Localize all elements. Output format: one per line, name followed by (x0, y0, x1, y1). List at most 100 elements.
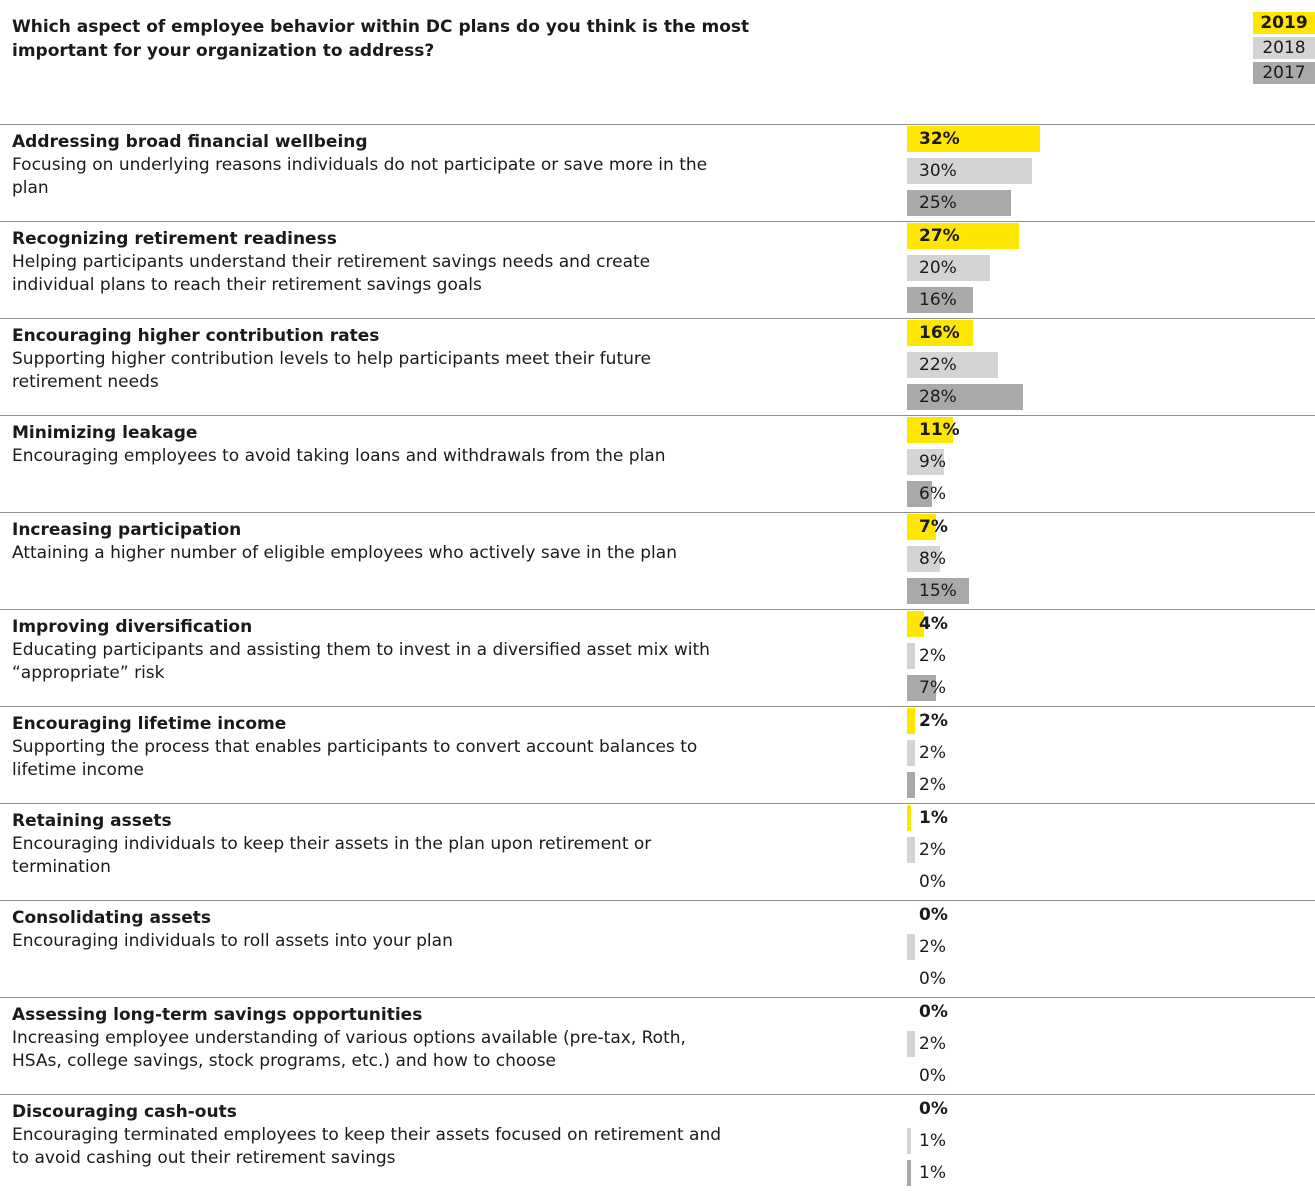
data-label-2018: 22% (919, 355, 957, 375)
bar-group-2018: 2% (907, 643, 1207, 669)
bar-2018 (907, 1128, 912, 1154)
data-label-2019: 16% (919, 323, 960, 343)
bar-2019 (907, 805, 912, 831)
category-description: Supporting the process that enables part… (12, 737, 698, 780)
chart-row: Retaining assets Encouraging individuals … (0, 803, 1315, 900)
category-title: Encouraging lifetime income (12, 714, 287, 734)
category-title: Encouraging higher contribution rates (12, 326, 380, 346)
data-label-2017: 0% (919, 872, 946, 892)
bar-group-2017: 0% (907, 1063, 1207, 1089)
data-label-2019: 32% (919, 129, 960, 149)
category-title: Addressing broad financial wellbeing (12, 132, 368, 152)
category-title: Discouraging cash-outs (12, 1102, 237, 1122)
chart-row: Encouraging higher contribution rates Sup… (0, 318, 1315, 415)
category-description: Encouraging employees to avoid taking lo… (12, 446, 666, 466)
chart-row: Increasing participation Attaining a high… (0, 512, 1315, 609)
data-label-2019: 11% (919, 420, 960, 440)
data-label-2018: 2% (919, 646, 946, 666)
bar-2017 (907, 481, 932, 507)
bar-group-2017: 1% (907, 1160, 1207, 1186)
bar-group-2018: 2% (907, 837, 1207, 863)
bar-group-2018: 2% (907, 740, 1207, 766)
chart-title: Which aspect of employee behavior within… (12, 17, 750, 61)
data-label-2017: 0% (919, 1066, 946, 1086)
data-label-2018: 2% (919, 743, 946, 763)
bar-2018 (907, 158, 1032, 184)
bar-group-2017: 7% (907, 675, 1207, 701)
row-text: Increasing participation Attaining a high… (12, 519, 732, 565)
data-label-2018: 30% (919, 161, 957, 181)
data-label-2017: 1% (919, 1163, 946, 1183)
legend: 2019 2018 2017 (1253, 12, 1315, 87)
row-text: Assessing long-term savings opportunitie… (12, 1004, 732, 1073)
row-text: Retaining assets Encouraging individuals … (12, 810, 732, 879)
row-text: Encouraging lifetime income Supporting th… (12, 713, 732, 782)
data-label-2018: 1% (919, 1131, 946, 1151)
category-description: Educating participants and assisting the… (12, 640, 710, 683)
bar-2019 (907, 320, 974, 346)
bar-group-2018: 20% (907, 255, 1207, 281)
bar-group-2019: 32% (907, 126, 1207, 152)
row-text: Encouraging higher contribution rates Sup… (12, 325, 732, 394)
bar-group-2019: 0% (907, 999, 1207, 1025)
chart-row: Minimizing leakage Encouraging employees … (0, 415, 1315, 512)
category-title: Recognizing retirement readiness (12, 229, 337, 249)
row-text: Consolidating assets Encouraging individu… (12, 907, 732, 953)
category-description: Supporting higher contribution levels to… (12, 349, 651, 392)
category-title: Assessing long-term savings opportunitie… (12, 1005, 423, 1025)
data-label-2017: 0% (919, 969, 946, 989)
bar-group-2019: 27% (907, 223, 1207, 249)
data-label-2017: 25% (919, 193, 957, 213)
data-label-2017: 15% (919, 581, 957, 601)
bar-group-2019: 1% (907, 805, 1207, 831)
bar-chart: Addressing broad financial wellbeing Focu… (0, 124, 1315, 1191)
category-title: Increasing participation (12, 520, 242, 540)
legend-item-2018: 2018 (1253, 37, 1315, 59)
bar-group-2019: 11% (907, 417, 1207, 443)
bar-group-2019: 0% (907, 1096, 1207, 1122)
bar-group-2019: 7% (907, 514, 1207, 540)
category-description: Encouraging individuals to keep their as… (12, 834, 652, 877)
bar-group-2019: 4% (907, 611, 1207, 637)
bar-group-2018: 30% (907, 158, 1207, 184)
bar-group-2017: 28% (907, 384, 1207, 410)
data-label-2019: 7% (919, 517, 948, 537)
category-description: Encouraging individuals to roll assets i… (12, 931, 453, 951)
bar-group-2019: 16% (907, 320, 1207, 346)
bar-group-2018: 22% (907, 352, 1207, 378)
bar-2019 (907, 126, 1040, 152)
bar-2017 (907, 675, 937, 701)
data-label-2019: 27% (919, 226, 960, 246)
bar-group-2018: 2% (907, 1031, 1207, 1057)
chart-row: Improving diversification Educating parti… (0, 609, 1315, 706)
bar-group-2019: 2% (907, 708, 1207, 734)
bar-2018 (907, 546, 941, 572)
row-text: Minimizing leakage Encouraging employees … (12, 422, 732, 468)
category-title: Minimizing leakage (12, 423, 198, 443)
data-label-2017: 16% (919, 290, 957, 310)
bar-group-2018: 1% (907, 1128, 1207, 1154)
category-description: Increasing employee understanding of var… (12, 1028, 686, 1071)
data-label-2018: 8% (919, 549, 946, 569)
chart-row: Discouraging cash-outs Encouraging termin… (0, 1094, 1315, 1191)
bar-group-2018: 2% (907, 934, 1207, 960)
bar-2018 (907, 255, 990, 281)
bar-group-2017: 16% (907, 287, 1207, 313)
data-label-2018: 20% (919, 258, 957, 278)
bar-2017 (907, 578, 970, 604)
data-label-2018: 2% (919, 1034, 946, 1054)
bar-group-2019: 0% (907, 902, 1207, 928)
data-label-2019: 4% (919, 614, 948, 634)
bar-2018 (907, 934, 916, 960)
bar-2018 (907, 352, 999, 378)
bar-2019 (907, 708, 916, 734)
data-label-2018: 2% (919, 840, 946, 860)
bar-2018 (907, 449, 945, 475)
category-title: Improving diversification (12, 617, 253, 637)
bar-2019 (907, 417, 953, 443)
row-text: Addressing broad financial wellbeing Focu… (12, 131, 732, 200)
bar-group-2017: 15% (907, 578, 1207, 604)
bar-group-2017: 25% (907, 190, 1207, 216)
data-label-2019: 0% (919, 1002, 948, 1022)
chart-row: Consolidating assets Encouraging individu… (0, 900, 1315, 997)
